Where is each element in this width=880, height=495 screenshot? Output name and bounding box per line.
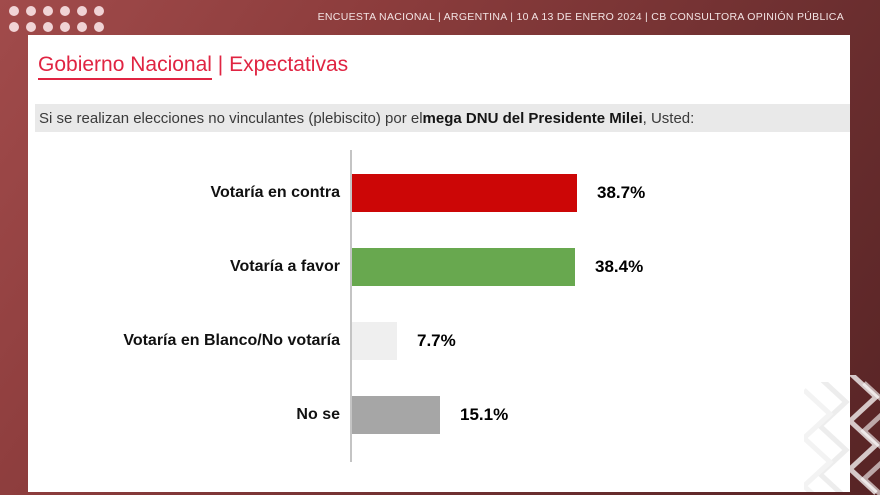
content-card: Gobierno Nacional | Expectativas Si se r… <box>28 35 850 492</box>
question-suffix: , Usted: <box>642 109 695 127</box>
dot-icon <box>60 22 70 32</box>
title-secondary: Expectativas <box>229 53 349 76</box>
dot-icon <box>26 6 36 16</box>
bar-label: No se <box>296 406 340 423</box>
dot-icon <box>60 6 70 16</box>
dots-decoration <box>9 6 104 32</box>
dot-icon <box>77 22 87 32</box>
bar-label: Votaría en contra <box>210 184 340 201</box>
bar-value: 7.7% <box>417 331 456 350</box>
bar <box>352 396 440 434</box>
dot-icon <box>9 6 19 16</box>
bar-label: Votaría en Blanco/No votaría <box>123 332 340 349</box>
bar-row: No se 15.1% <box>28 396 850 434</box>
page-title: Gobierno Nacional | Expectativas <box>38 53 349 80</box>
bar-row: Votaría a favor 38.4% <box>28 248 850 286</box>
question-bold: mega DNU del Presidente Milei <box>422 109 643 127</box>
dot-icon <box>43 22 53 32</box>
title-primary: Gobierno Nacional <box>38 53 212 80</box>
question-prefix: Si se realizan elecciones no vinculantes… <box>39 109 423 127</box>
title-separator: | <box>211 53 230 76</box>
dot-icon <box>9 22 19 32</box>
dot-icon <box>26 22 36 32</box>
bar-value: 38.7% <box>597 183 646 202</box>
bar <box>352 174 577 212</box>
dot-icon <box>77 6 87 16</box>
topbar-caption: ENCUESTA NACIONAL | ARGENTINA | 10 A 13 … <box>317 11 844 23</box>
question-banner: Si se realizan elecciones no vinculantes… <box>35 104 850 132</box>
bar-value: 38.4% <box>595 257 644 276</box>
bar <box>352 248 575 286</box>
dot-icon <box>43 6 53 16</box>
chart-axis-line <box>350 150 352 462</box>
dot-icon <box>94 6 104 16</box>
bar <box>352 322 397 360</box>
bar-row: Votaría en contra 38.7% <box>28 174 850 212</box>
chevron-pattern-light-icon <box>804 382 850 492</box>
dot-icon <box>94 22 104 32</box>
bar-value: 15.1% <box>460 405 509 424</box>
bar-label: Votaría a favor <box>230 258 340 275</box>
bar-chart: Votaría en contra 38.7% Votaría a favor 38.… <box>28 35 850 492</box>
bar-row: Votaría en Blanco/No votaría 7.7% <box>28 322 850 360</box>
chevron-pattern-white-icon <box>850 375 880 495</box>
